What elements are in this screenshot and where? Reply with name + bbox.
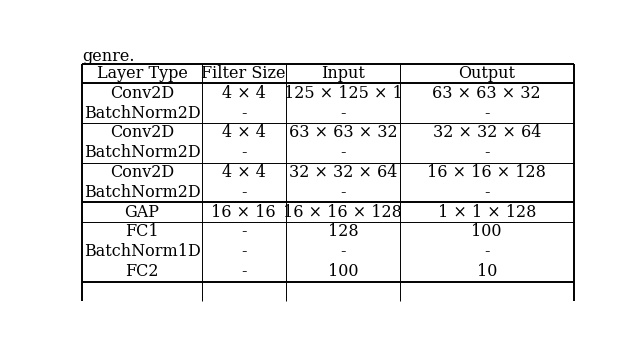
Text: 10: 10 [477,263,497,280]
Text: Conv2D: Conv2D [110,125,174,141]
Text: BatchNorm2D: BatchNorm2D [84,144,200,161]
Text: 4 × 4: 4 × 4 [221,85,266,102]
Text: Filter Size: Filter Size [202,65,286,82]
Text: 63 × 63 × 32: 63 × 63 × 32 [289,125,397,141]
Text: -: - [484,184,490,201]
Text: -: - [241,243,246,260]
Text: -: - [241,263,246,280]
Text: Layer Type: Layer Type [97,65,188,82]
Text: 32 × 32 × 64: 32 × 32 × 64 [433,125,541,141]
Text: FC1: FC1 [125,224,159,240]
Text: -: - [340,144,346,161]
Text: -: - [241,105,246,122]
Text: genre.: genre. [83,48,135,65]
Text: 16 × 16 × 128: 16 × 16 × 128 [428,164,546,181]
Text: 16 × 16: 16 × 16 [211,204,276,221]
Text: Input: Input [321,65,365,82]
Text: 63 × 63 × 32: 63 × 63 × 32 [433,85,541,102]
Text: 16 × 16 × 128: 16 × 16 × 128 [284,204,403,221]
Text: 100: 100 [472,224,502,240]
Text: BatchNorm2D: BatchNorm2D [84,184,200,201]
Text: -: - [340,243,346,260]
Text: Output: Output [458,65,515,82]
Text: FC2: FC2 [125,263,159,280]
Text: 128: 128 [328,224,358,240]
Text: -: - [484,105,490,122]
Text: 1 × 1 × 128: 1 × 1 × 128 [438,204,536,221]
Text: BatchNorm1D: BatchNorm1D [84,243,200,260]
Text: -: - [484,243,490,260]
Text: 4 × 4: 4 × 4 [221,125,266,141]
Text: 4 × 4: 4 × 4 [221,164,266,181]
Text: GAP: GAP [125,204,159,221]
Text: -: - [241,144,246,161]
Text: -: - [241,184,246,201]
Text: 32 × 32 × 64: 32 × 32 × 64 [289,164,397,181]
Text: Conv2D: Conv2D [110,164,174,181]
Text: -: - [340,105,346,122]
Text: -: - [241,224,246,240]
Text: 125 × 125 × 1: 125 × 125 × 1 [284,85,403,102]
Text: -: - [340,184,346,201]
Text: BatchNorm2D: BatchNorm2D [84,105,200,122]
Text: 100: 100 [328,263,358,280]
Text: -: - [484,144,490,161]
Text: Conv2D: Conv2D [110,85,174,102]
